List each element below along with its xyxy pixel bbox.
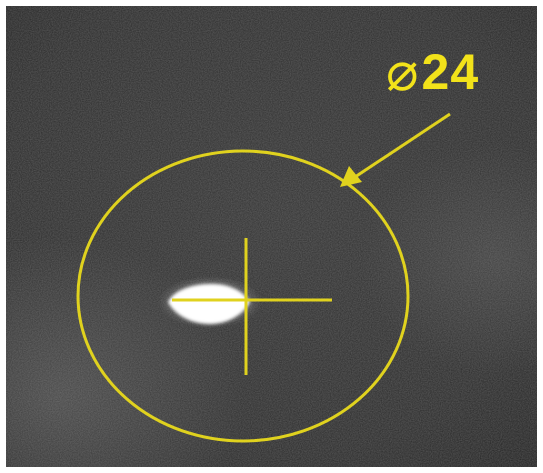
diameter-label: ⌀ 24 <box>386 44 479 100</box>
camera-view <box>6 6 537 467</box>
diameter-value: 24 <box>421 44 480 100</box>
diameter-circle <box>76 149 410 443</box>
arrow-head <box>340 166 362 187</box>
camera-view-canvas <box>6 6 537 467</box>
leader-line <box>351 112 451 181</box>
bright-spot <box>168 284 250 324</box>
diameter-symbol: ⌀ <box>386 40 420 103</box>
sensor-noise <box>6 6 537 467</box>
